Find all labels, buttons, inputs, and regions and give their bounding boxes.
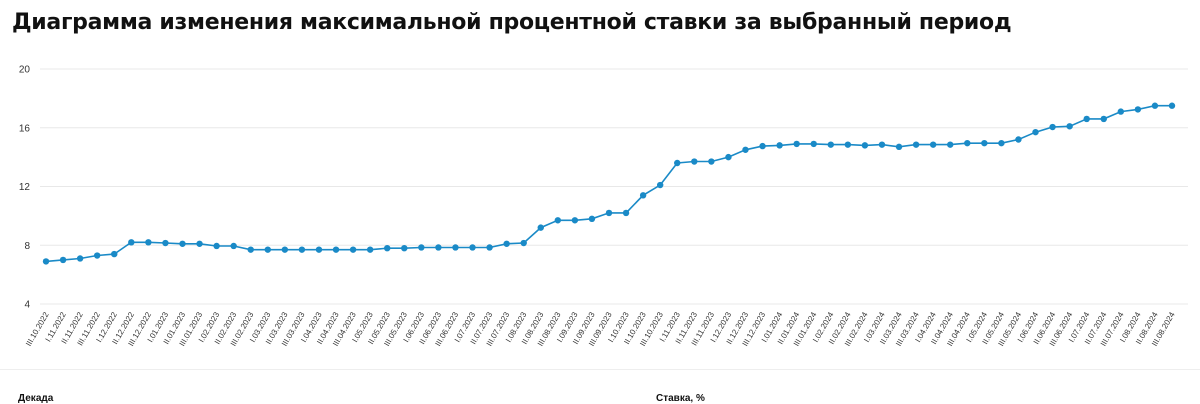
data-point bbox=[964, 139, 971, 147]
data-point bbox=[1100, 115, 1107, 123]
data-point bbox=[315, 246, 323, 253]
y-tick-label: 8 bbox=[24, 241, 30, 252]
chart-title: Диаграмма изменения максимальной процент… bbox=[12, 10, 1012, 35]
data-point bbox=[93, 252, 101, 259]
data-point bbox=[844, 141, 852, 148]
data-point bbox=[878, 141, 886, 148]
data-point bbox=[281, 246, 289, 253]
data-point bbox=[656, 181, 664, 189]
data-point bbox=[912, 141, 920, 148]
data-point bbox=[520, 239, 527, 247]
data-point bbox=[1134, 106, 1142, 113]
data-point bbox=[1083, 115, 1090, 123]
data-point bbox=[76, 255, 84, 262]
grid-lines bbox=[40, 68, 1188, 305]
x-tick-label: III.10.2022 bbox=[24, 310, 51, 348]
data-point bbox=[725, 153, 732, 161]
data-point bbox=[298, 246, 306, 253]
data-point bbox=[622, 209, 630, 217]
data-point bbox=[264, 246, 271, 253]
y-tick-label: 4 bbox=[24, 300, 30, 311]
data-point bbox=[366, 246, 374, 253]
data-point bbox=[605, 209, 613, 217]
data-point bbox=[981, 139, 988, 147]
line-chart: 4 8 12 16 20 III.10.2022I.11.2022II.11.2022I… bbox=[19, 65, 1188, 348]
data-point bbox=[1032, 128, 1039, 136]
data-point bbox=[1066, 123, 1073, 130]
data-point bbox=[418, 244, 425, 251]
data-point bbox=[929, 141, 937, 148]
data-point bbox=[128, 239, 135, 246]
y-tick-label: 16 bbox=[19, 123, 31, 134]
series-line bbox=[45, 104, 1172, 263]
data-point bbox=[111, 250, 118, 258]
data-point bbox=[1168, 102, 1176, 109]
column-header-rate[interactable]: Ставка, % bbox=[656, 393, 705, 404]
data-point bbox=[554, 217, 562, 224]
data-point bbox=[537, 224, 544, 231]
data-point bbox=[947, 141, 954, 148]
data-point bbox=[247, 246, 254, 253]
data-point bbox=[742, 146, 749, 153]
data-point bbox=[1015, 136, 1022, 143]
data-point bbox=[861, 142, 869, 149]
data-point bbox=[486, 244, 493, 251]
data-point bbox=[213, 242, 220, 250]
data-point bbox=[691, 158, 698, 165]
data-point bbox=[503, 240, 510, 247]
data-point bbox=[776, 142, 783, 149]
data-point bbox=[998, 139, 1005, 147]
data-point bbox=[435, 244, 442, 251]
data-point bbox=[332, 246, 340, 253]
data-point bbox=[162, 239, 169, 247]
data-point bbox=[793, 140, 800, 148]
data-point bbox=[810, 140, 817, 148]
y-tick-label: 20 bbox=[19, 65, 31, 76]
y-axis-ticks: 4 8 12 16 20 bbox=[19, 65, 31, 311]
data-point bbox=[401, 244, 408, 252]
data-point bbox=[708, 158, 715, 165]
x-axis-ticks: III.10.2022I.11.2022II.11.2022III.11.202… bbox=[24, 310, 1177, 348]
data-point bbox=[145, 239, 152, 246]
y-tick-label: 12 bbox=[19, 182, 31, 193]
data-point bbox=[827, 141, 834, 148]
data-point bbox=[759, 142, 766, 150]
table-divider bbox=[0, 369, 1200, 370]
data-point bbox=[895, 143, 903, 151]
data-point bbox=[1151, 102, 1159, 109]
data-point bbox=[571, 217, 579, 224]
column-header-decade[interactable]: Декада bbox=[18, 393, 54, 404]
data-point bbox=[588, 215, 596, 223]
data-point bbox=[42, 258, 50, 265]
data-point bbox=[196, 240, 203, 247]
data-point bbox=[1117, 108, 1125, 115]
data-point bbox=[230, 242, 237, 250]
series-layer bbox=[42, 102, 1176, 265]
data-point bbox=[179, 240, 186, 247]
data-point bbox=[452, 244, 459, 251]
data-point bbox=[674, 159, 681, 167]
data-point bbox=[1049, 123, 1056, 131]
data-point bbox=[59, 256, 67, 264]
data-point bbox=[384, 244, 391, 252]
data-point bbox=[639, 192, 647, 199]
data-point bbox=[349, 246, 357, 253]
data-point bbox=[469, 244, 476, 251]
